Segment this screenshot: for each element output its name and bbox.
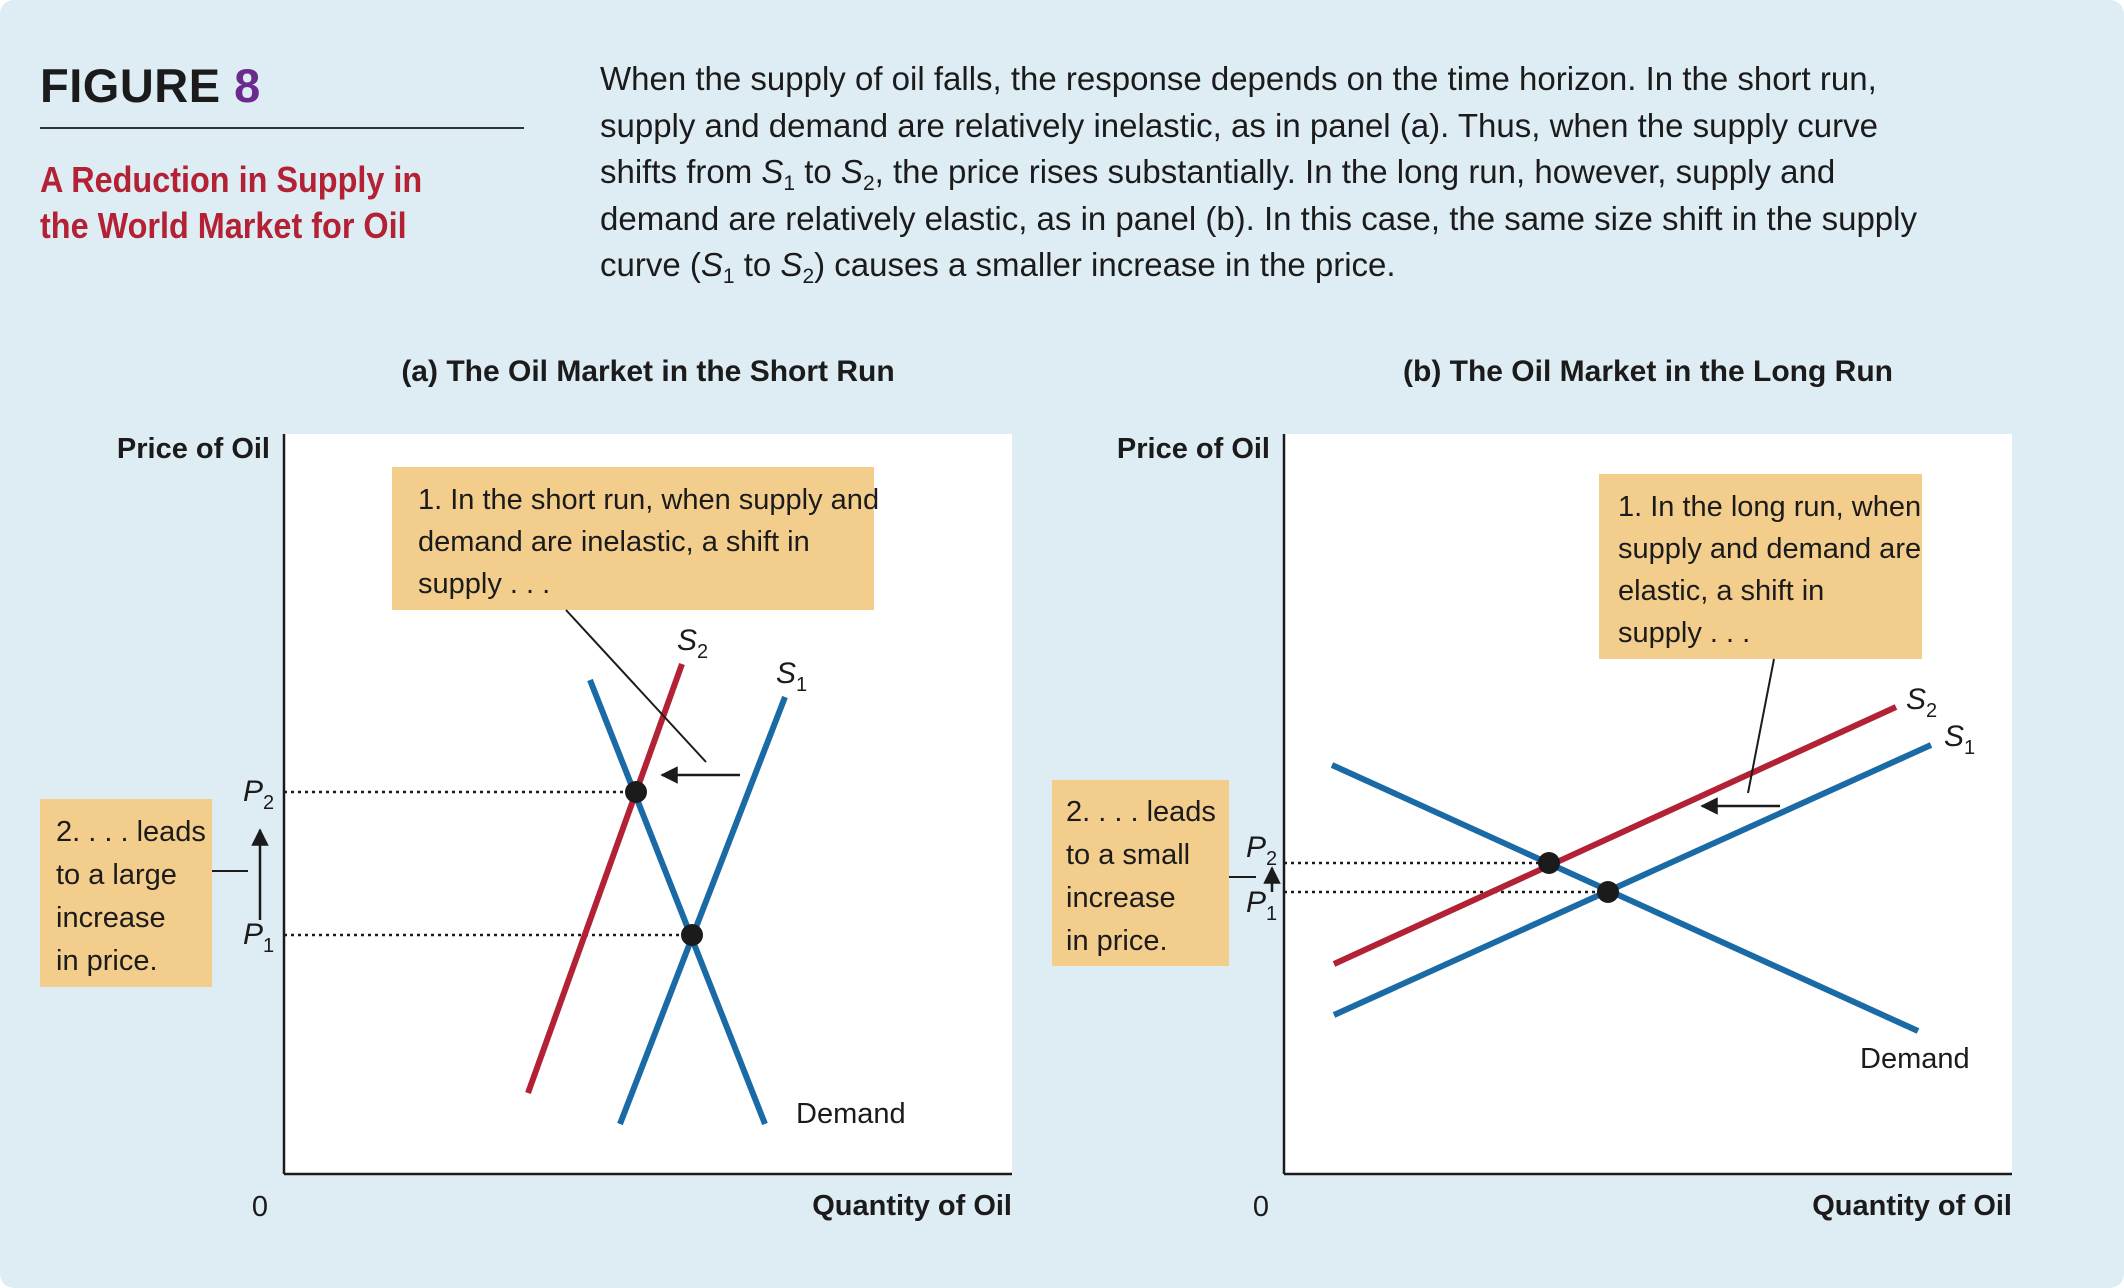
caption-line-2: supply and demand are relatively inelast… (600, 106, 1878, 144)
panel-a-p2-label: P2 (243, 775, 274, 814)
figure-subtitle: A Reduction in Supply in the World Marke… (40, 159, 423, 246)
panel-a-price-annotation-line-2: to a large (56, 859, 177, 891)
panel-b-y-axis-label: Price of Oil (1117, 433, 1270, 465)
panel-b-original-equilibrium (1597, 881, 1619, 903)
figure-caption: When the supply of oil falls, the respon… (600, 56, 2060, 289)
panel-b-price-annotation-line-2: to a small (1066, 839, 1190, 871)
panel-a-x-axis-label: Quantity of Oil (812, 1190, 1012, 1222)
panel-a-price-annotation-box (40, 799, 212, 987)
panel-a-demand-curve (587, 678, 768, 1126)
panel-b: (b) The Oil Market in the Long Run Price… (1052, 355, 2012, 1223)
panel-b-p2-label: P2 (1246, 831, 1277, 870)
caption-line-3: shifts from S1 to S2, the price rises su… (600, 153, 1836, 195)
panel-b-origin: 0 (1253, 1191, 1269, 1223)
panel-b-s2-label: S2 (1906, 683, 1937, 722)
caption-line-5: curve (S1 to S2) causes a smaller increa… (600, 246, 1396, 288)
panel-b-x-axis-label: Quantity of Oil (1812, 1190, 2012, 1222)
panel-a-shift-annotation-box (392, 467, 874, 610)
panel-a-title: (a) The Oil Market in the Short Run (401, 355, 894, 388)
panel-a-s2-label: S2 (677, 624, 708, 663)
panel-b-p1-label: P1 (1246, 886, 1277, 925)
panel-b-price-annotation-line-3: increase (1066, 882, 1176, 914)
panel-b-new-equilibrium (1538, 852, 1560, 874)
panel-b-shift-annotation-line-2: supply and demand are (1618, 533, 1921, 565)
panel-a-price-annotation-line-4: in price. (56, 945, 158, 977)
panel-a-shift-annotation-line-3: supply . . . (418, 568, 550, 600)
panel-b-s1-curve (1332, 742, 1933, 1018)
panel-a-new-equilibrium (625, 781, 647, 803)
panel-a: (a) The Oil Market in the Short Run Pric… (40, 355, 1012, 1223)
panel-a-demand-label: Demand (796, 1098, 906, 1130)
panel-a-s2-curve (525, 662, 685, 1095)
panel-a-s1-curve (617, 695, 788, 1126)
panel-a-original-equilibrium (681, 924, 703, 946)
panel-b-shift-annotation-line-4: supply . . . (1618, 617, 1750, 649)
panel-b-shift-annotation-line-3: elastic, a shift in (1618, 575, 1824, 607)
panel-a-price-annotation-line-3: increase (56, 902, 166, 934)
figure-label: FIGURE 8 (40, 58, 261, 113)
figure-word: FIGURE (40, 59, 221, 112)
panel-a-shift-leader (565, 609, 707, 763)
panel-b-shift-annotation-line-1: 1. In the long run, when (1618, 491, 1921, 523)
panel-b-shift-leader (1747, 658, 1775, 794)
panel-a-shift-annotation-line-1: 1. In the short run, when supply and (418, 484, 879, 516)
panel-b-s2-curve (1332, 704, 1898, 967)
caption-line-4: demand are relatively elastic, as in pan… (600, 199, 1917, 237)
panel-a-price-annotation-line-1: 2. . . . leads (56, 816, 206, 848)
panel-b-demand-curve (1330, 762, 1920, 1034)
caption-line-1: When the supply of oil falls, the respon… (600, 60, 1877, 97)
panel-a-p1-label: P1 (243, 918, 274, 957)
panel-b-price-annotation-box (1052, 780, 1229, 966)
panel-b-s1-label: S1 (1944, 720, 1975, 759)
panel-b-price-annotation-line-4: in price. (1066, 925, 1168, 957)
panel-a-shift-annotation-line-2: demand are inelastic, a shift in (418, 526, 810, 558)
panel-a-s1-label: S1 (776, 657, 807, 696)
panel-b-price-annotation-line-1: 2. . . . leads (1066, 796, 1216, 828)
panel-a-origin: 0 (252, 1191, 268, 1223)
panel-b-shift-annotation-box (1599, 474, 1922, 659)
panel-b-title: (b) The Oil Market in the Long Run (1403, 355, 1893, 388)
panel-a-y-axis-label: Price of Oil (117, 433, 270, 465)
panel-b-demand-label: Demand (1860, 1043, 1970, 1075)
figure-number: 8 (234, 59, 261, 112)
figure-rule (40, 127, 524, 129)
